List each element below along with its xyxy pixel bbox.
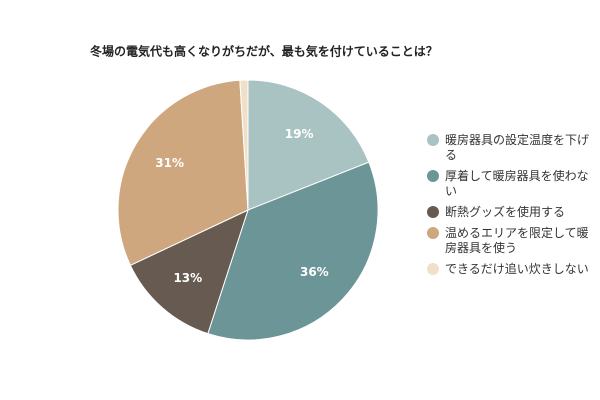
legend-item: 温めるエリアを限定して暖房器具を使う xyxy=(427,226,600,256)
pie-slice xyxy=(247,79,370,211)
legend-marker xyxy=(427,263,439,275)
chart-title: 冬場の電気代も高くなりがちだが、最も気を付けていることは？ xyxy=(90,44,438,59)
data-label: 19% xyxy=(285,127,314,141)
pie-slice xyxy=(117,79,249,267)
legend-item: 暖房器具の設定温度を下げる xyxy=(427,133,600,163)
legend-label: 温めるエリアを限定して暖房器具を使う xyxy=(445,226,589,255)
legend-label: できるだけ追い炊きしない xyxy=(445,262,589,276)
pie-slice xyxy=(129,209,249,335)
pie-slice xyxy=(239,79,249,211)
legend-marker xyxy=(427,134,439,146)
legend-label: 断熱グッズを使用する xyxy=(445,205,566,219)
legend: 暖房器具の設定温度を下げる 厚着して暖房器具を使わない断熱グッズを使用する温めるエ… xyxy=(427,133,600,283)
legend-label: 厚着して暖房器具を使わない xyxy=(445,169,589,198)
legend-marker xyxy=(427,170,439,182)
legend-item: 断熱グッズを使用する xyxy=(427,205,600,220)
legend-item: 厚着して暖房器具を使わない xyxy=(427,169,600,199)
legend-marker xyxy=(427,206,439,218)
legend-item: できるだけ追い炊きしない xyxy=(427,262,600,277)
data-label: 31% xyxy=(155,156,184,170)
data-label: 13% xyxy=(173,271,202,285)
legend-label: 暖房器具の設定温度を下げる xyxy=(445,133,590,162)
data-label: 36% xyxy=(300,265,329,279)
legend-marker xyxy=(427,227,439,239)
pie-slice xyxy=(207,161,379,341)
